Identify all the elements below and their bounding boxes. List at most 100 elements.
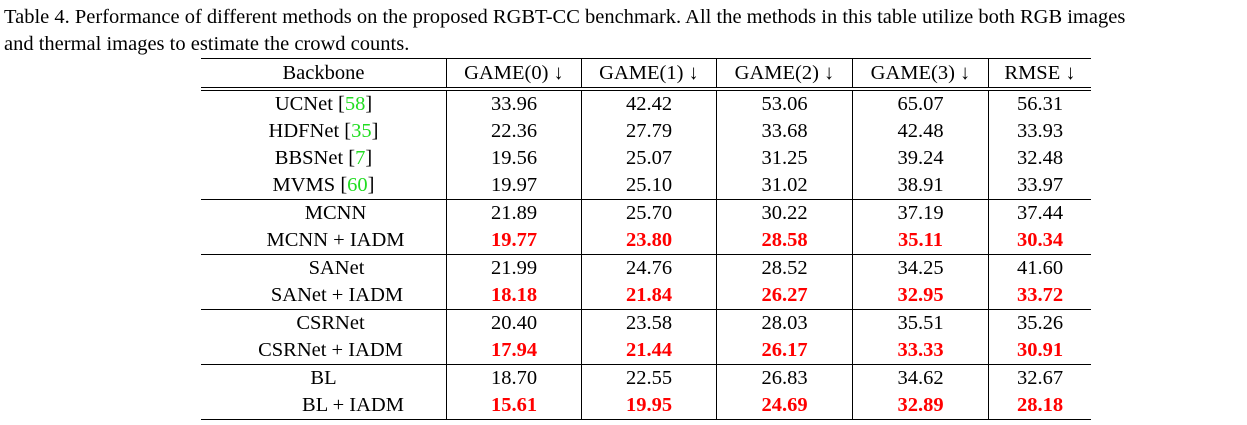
backbone-cell: CSRNet [201,309,447,337]
value-cell: 21.99 [446,254,582,282]
value-cell: 30.22 [716,199,853,227]
best-value-cell: 21.44 [581,337,717,365]
value-cell: 19.97 [446,172,582,200]
header-rmse: RMSE ↓ [988,58,1091,91]
table-caption: Table 4. Performance of different method… [4,4,1244,58]
value-cell: 56.31 [1016,93,1064,115]
best-value-cell: 35.11 [852,227,989,255]
backbone-cell: SANet [201,254,447,282]
best-value-cell: 15.61 [446,392,582,420]
table-row: HDFNet [35] 22.36 27.79 33.68 42.48 33.9… [201,118,1091,145]
value-cell: 28.03 [716,309,853,337]
header-game3: GAME(3) ↓ [852,58,989,91]
value-cell: 37.44 [988,199,1091,227]
best-value-cell: 30.91 [1016,339,1064,361]
value-cell: 23.58 [581,309,717,337]
citation-link[interactable]: 58 [344,93,366,115]
value-cell: 39.24 [852,145,989,172]
best-value-cell: 26.27 [716,282,853,310]
value-cell: 53.06 [716,89,853,118]
table-row: MCNN + IADM 19.77 23.80 28.58 35.11 30.3… [201,227,1091,255]
best-value-cell: 33.72 [1016,284,1064,306]
value-cell: 34.25 [852,254,989,282]
best-value-cell: 18.18 [446,282,582,310]
value-cell: 25.07 [581,145,717,172]
value-cell: 31.25 [716,145,853,172]
value-cell: 19.56 [446,145,582,172]
header-game0: GAME(0) ↓ [446,58,582,91]
backbone-cell: BL [201,364,447,392]
caption-line-1: Table 4. Performance of different method… [4,6,1126,28]
value-cell: 33.93 [1016,120,1064,142]
backbone-cell: MCNN + IADM [201,227,447,255]
value-cell: 21.89 [446,199,582,227]
header-game2: GAME(2) ↓ [716,58,853,91]
value-cell: 25.70 [581,199,717,227]
header-game1: GAME(1) ↓ [581,58,717,91]
value-cell: 26.83 [716,364,853,392]
backbone-cell: SANet + IADM [201,282,447,310]
best-value-cell: 32.89 [852,392,989,420]
backbone-cell: MCNN [201,199,447,227]
value-cell: 32.67 [988,364,1091,392]
value-cell: 33.68 [716,118,853,145]
value-cell: 18.70 [446,364,582,392]
best-value-cell: 33.33 [852,337,989,365]
citation-link[interactable]: 7 [355,147,366,169]
table-row: CSRNet + IADM 17.94 21.44 26.17 33.33 30… [201,337,1091,365]
value-cell: 37.19 [852,199,989,227]
value-cell: 27.79 [581,118,717,145]
caption-line-2: and thermal images to estimate the crowd… [4,33,410,55]
value-cell: 31.02 [716,172,853,200]
backbone-cell: UCNet [58] [201,89,447,118]
backbone-cell: CSRNet + IADM [201,337,447,365]
value-cell: 42.42 [581,89,717,118]
results-table: Backbone GAME(0) ↓ GAME(1) ↓ GAME(2) ↓ G… [201,58,1091,420]
value-cell: 41.60 [988,254,1091,282]
best-value-cell: 26.17 [716,337,853,365]
value-cell: 28.52 [716,254,853,282]
best-value-cell: 30.34 [1016,229,1064,251]
backbone-cell: HDFNet [35] [201,118,447,145]
backbone-cell: BBSNet [7] [201,145,447,172]
header-backbone: Backbone [201,58,447,91]
table-row: SANet 21.99 24.76 28.52 34.25 41.60 [201,254,1091,282]
value-cell: 65.07 [852,89,989,118]
table-row: SANet + IADM 18.18 21.84 26.27 32.95 33.… [201,282,1091,310]
value-cell: 33.97 [1016,174,1064,196]
value-cell: 22.55 [581,364,717,392]
value-cell: 25.10 [581,172,717,200]
value-cell: 20.40 [446,309,582,337]
table-row: BL 18.70 22.55 26.83 34.62 32.67 [201,364,1091,392]
method-name: MVMS [272,174,336,196]
table-row: MCNN 21.89 25.70 30.22 37.19 37.44 [201,199,1091,227]
backbone-cell: BL + IADM [201,392,447,420]
value-cell: 42.48 [852,118,989,145]
value-cell: 35.26 [988,309,1091,337]
table-row: MVMS [60] 19.97 25.10 31.02 38.91 33.97 [201,172,1091,200]
table-row: CSRNet 20.40 23.58 28.03 35.51 35.26 [201,309,1091,337]
best-value-cell: 32.95 [852,282,989,310]
backbone-cell: MVMS [60] [201,172,447,200]
best-value-cell: 17.94 [446,337,582,365]
table-row: BBSNet [7] 19.56 25.07 31.25 39.24 32.48 [201,145,1091,172]
value-cell: 35.51 [852,309,989,337]
best-value-cell: 19.95 [581,392,717,420]
best-value-cell: 19.77 [446,227,582,255]
best-value-cell: 28.18 [988,392,1091,420]
value-cell: 32.48 [1016,147,1064,169]
value-cell: 38.91 [852,172,989,200]
method-name: BBSNet [274,147,344,169]
best-value-cell: 23.80 [581,227,717,255]
method-name: HDFNet [268,120,340,142]
citation-link[interactable]: 60 [347,174,368,196]
citation-link[interactable]: 35 [351,120,372,142]
best-value-cell: 21.84 [581,282,717,310]
table-row: BL + IADM 15.61 19.95 24.69 32.89 28.18 [201,392,1091,420]
table-row: UCNet [58] 33.96 42.42 53.06 65.07 56.31 [201,89,1091,118]
header-row: Backbone GAME(0) ↓ GAME(1) ↓ GAME(2) ↓ G… [201,58,1091,91]
best-value-cell: 28.58 [716,227,853,255]
value-cell: 34.62 [852,364,989,392]
value-cell: 24.76 [581,254,717,282]
best-value-cell: 24.69 [716,392,853,420]
